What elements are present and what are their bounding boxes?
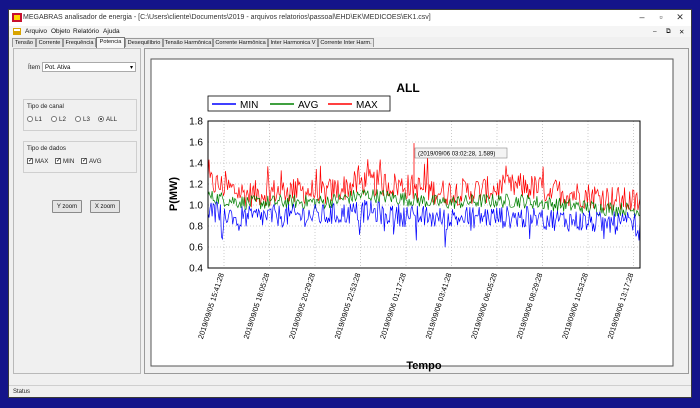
- y-tick-label: 0.6: [189, 243, 203, 254]
- series-min-line: [207, 199, 641, 248]
- channel-type-group: Tipo de canal L1 L2 L3 ALL: [23, 99, 137, 131]
- y-tick-label: 1.6: [189, 138, 203, 149]
- main-window: MEGABRAS analisador de energia - [C:\Use…: [8, 9, 692, 398]
- x-axis-label: Tempo: [406, 360, 442, 372]
- legend-min-label: MIN: [240, 100, 258, 111]
- item-select-value: Pot. Ativa: [45, 65, 71, 71]
- tab-corrente-inter-harm[interactable]: Corrente Inter Harm.: [318, 38, 374, 47]
- tab-tensao[interactable]: Tensão: [12, 38, 36, 47]
- checkbox-min-label: MIN: [63, 158, 75, 165]
- maximize-button[interactable]: ▫: [659, 12, 663, 22]
- x-zoom-button[interactable]: X zoom: [90, 200, 120, 213]
- chevron-down-icon: ▾: [129, 65, 133, 71]
- controls-panel: Ítem Pot. Ativa ▾ Tipo de canal L1 L2 L3…: [13, 48, 141, 374]
- data-tooltip: (2019/09/06 03:02:28, 1.589): [414, 147, 508, 159]
- data-type-label: Tipo de dados: [27, 145, 66, 152]
- radio-l1[interactable]: [27, 116, 33, 122]
- item-label: Ítem: [28, 64, 41, 71]
- menu-relatorio[interactable]: Relatório: [73, 28, 100, 35]
- checkbox-min[interactable]: ✓: [55, 158, 62, 164]
- tab-inter-harmonica-v[interactable]: Inter Harmonica V: [268, 38, 318, 47]
- radio-l3[interactable]: [75, 116, 81, 122]
- checkbox-max-label: MAX: [35, 158, 49, 165]
- radio-all-label: ALL: [106, 116, 118, 123]
- app-icon: [12, 13, 22, 22]
- window-title: MEGABRAS analisador de energia - [C:\Use…: [23, 14, 431, 21]
- radio-l2-label: L2: [59, 116, 66, 123]
- tab-potencia[interactable]: Potencia: [96, 37, 125, 48]
- chart-panel: ALL MIN AVG MAX 0.4 0.6 0.8 1.0 1.2 1.4 1.6 1.8…: [144, 48, 689, 374]
- checkbox-max[interactable]: ✓: [27, 158, 34, 164]
- y-tick-label: 0.8: [189, 222, 203, 233]
- child-restore-button[interactable]: ⧉: [666, 28, 671, 35]
- legend-max-label: MAX: [356, 100, 378, 111]
- legend-avg-label: AVG: [298, 100, 319, 111]
- document-icon: [13, 28, 21, 35]
- chart-series: [207, 143, 641, 248]
- tab-tensao-harmonica[interactable]: Tensão Harmônica: [163, 38, 213, 47]
- tooltip-box: [414, 147, 508, 159]
- minimize-button[interactable]: –: [639, 12, 645, 22]
- radio-l2[interactable]: [51, 116, 57, 122]
- menu-arquivo[interactable]: Arquivo: [25, 28, 48, 35]
- y-tick-label: 0.4: [189, 264, 203, 275]
- menu-bar: Arquivo Objeto Relatório Ajuda – ⧉ ✕: [9, 26, 691, 37]
- status-bar: Status: [9, 385, 691, 397]
- y-zoom-button[interactable]: Y zoom: [52, 200, 82, 213]
- y-tick-label: 1.0: [189, 201, 203, 212]
- tooltip-text: (2019/09/06 03:02:28, 1.589): [418, 152, 495, 158]
- child-close-button[interactable]: ✕: [679, 29, 685, 36]
- series-avg-line: [207, 188, 641, 219]
- radio-all[interactable]: [98, 116, 104, 122]
- title-bar: MEGABRAS analisador de energia - [C:\Use…: [9, 10, 691, 26]
- radio-l3-label: L3: [83, 116, 90, 123]
- chart-title: ALL: [396, 81, 419, 95]
- chart-legend: MIN AVG MAX: [207, 95, 391, 112]
- legend-box: [207, 95, 391, 112]
- menu-ajuda[interactable]: Ajuda: [103, 28, 120, 35]
- data-type-group: Tipo de dados ✓ MAX ✓ MIN ✓ AVG: [23, 141, 137, 173]
- y-tick-label: 1.4: [189, 159, 203, 170]
- close-button[interactable]: ✕: [676, 12, 684, 22]
- tab-desequilibrio[interactable]: Desequilíbrio: [125, 38, 163, 47]
- y-axis-ticks: 0.4 0.6 0.8 1.0 1.2 1.4 1.6 1.8: [189, 117, 203, 275]
- power-chart[interactable]: ALL MIN AVG MAX 0.4 0.6 0.8 1.0 1.2 1.4 1.6 1.8…: [145, 49, 688, 373]
- tab-frequencia[interactable]: Frequência: [63, 38, 96, 47]
- status-text: Status: [13, 389, 31, 395]
- checkbox-avg[interactable]: ✓: [81, 158, 88, 164]
- item-select[interactable]: Pot. Ativa ▾: [42, 62, 136, 72]
- y-axis-label: P(MW): [168, 177, 180, 212]
- checkbox-avg-label: AVG: [89, 158, 102, 165]
- channel-type-label: Tipo de canal: [27, 103, 64, 110]
- tab-corrente[interactable]: Corrente: [36, 38, 63, 47]
- menu-objeto[interactable]: Objeto: [51, 28, 71, 35]
- tab-corrente-harmonica[interactable]: Corrente Harmônica: [213, 38, 268, 47]
- y-tick-label: 1.2: [189, 180, 203, 191]
- radio-l1-label: L1: [35, 116, 42, 123]
- plot-border: [207, 120, 641, 269]
- child-minimize-button[interactable]: –: [653, 28, 657, 35]
- y-tick-label: 1.8: [189, 117, 203, 128]
